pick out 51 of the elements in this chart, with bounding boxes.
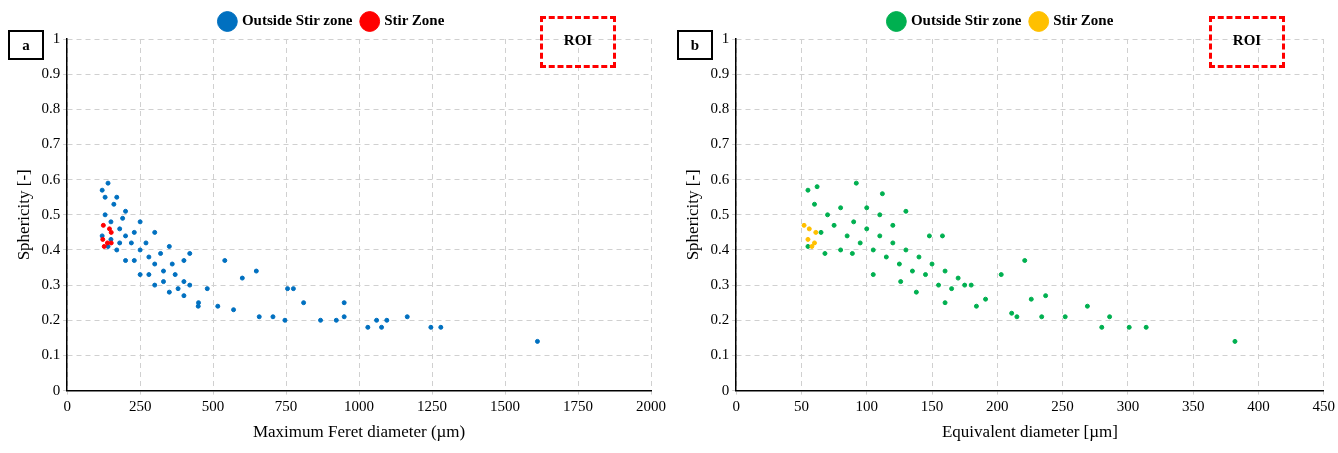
x-tick-label: 2000: [636, 397, 666, 414]
y-tick-label: 0.6: [41, 170, 61, 187]
x-tick-label: 500: [201, 397, 225, 414]
x-tick-label: 300: [1116, 397, 1140, 414]
y-tick-label: 0.1: [41, 346, 61, 363]
y-axis-title: Sphericity [-]: [682, 169, 702, 261]
y-axis-title: Sphericity [-]: [13, 169, 33, 261]
y-tick-label: 0.7: [41, 135, 61, 152]
y-tick-label: 0.4: [41, 240, 61, 257]
x-tick-label: 750: [274, 397, 298, 414]
x-tick-label: 50: [793, 397, 809, 414]
y-tick-label: 0.9: [41, 65, 61, 82]
x-tick-label: 1250: [417, 397, 448, 414]
x-tick-label: 100: [855, 397, 878, 414]
y-tick-label: 1: [52, 29, 61, 46]
y-tick-label: 0.9: [710, 65, 730, 82]
legend-label: Stir Zone: [384, 12, 445, 29]
x-tick-label: 250: [1051, 397, 1074, 414]
y-tick-label: 0.5: [710, 205, 730, 222]
y-tick-label: 1: [721, 29, 730, 46]
x-tick-label: 1000: [344, 397, 375, 414]
x-tick-label: 250: [128, 397, 152, 414]
annotation: ROI: [562, 32, 594, 49]
y-tick-label: 0: [721, 381, 730, 398]
y-tick-label: 0.2: [710, 311, 730, 328]
y-tick-label: 0.8: [41, 100, 61, 117]
y-tick-label: 0.5: [41, 205, 61, 222]
text: a: [8, 30, 44, 60]
x-tick-label: 1500: [490, 397, 521, 414]
y-tick-label: 0.8: [710, 100, 730, 117]
x-tick-label: 1750: [563, 397, 594, 414]
y-tick-label: 0.7: [710, 135, 730, 152]
y-tick-label: 0.6: [710, 170, 730, 187]
y-tick-label: 0: [52, 381, 61, 398]
annotation: ROI: [1231, 32, 1263, 49]
y-tick-label: 0.4: [710, 240, 730, 257]
x-axis-title: Maximum Feret diameter (µm): [252, 422, 466, 442]
x-tick-label: 200: [986, 397, 1009, 414]
x-tick-label: 350: [1181, 397, 1205, 414]
x-tick-label: 400: [1247, 397, 1270, 414]
legend-label: Stir Zone: [1053, 12, 1114, 29]
x-tick-label: 450: [1312, 397, 1335, 414]
text: b: [677, 30, 713, 60]
y-tick-label: 0.3: [41, 276, 61, 293]
legend-label: Outside Stir zone: [910, 12, 1022, 29]
x-axis-title: Equivalent diameter [µm]: [941, 422, 1118, 442]
x-tick-label: 150: [920, 397, 944, 414]
y-tick-label: 0.1: [710, 346, 730, 363]
y-tick-label: 0.3: [710, 276, 730, 293]
legend-label: Outside Stir zone: [241, 12, 353, 29]
y-tick-label: 0.2: [41, 311, 61, 328]
